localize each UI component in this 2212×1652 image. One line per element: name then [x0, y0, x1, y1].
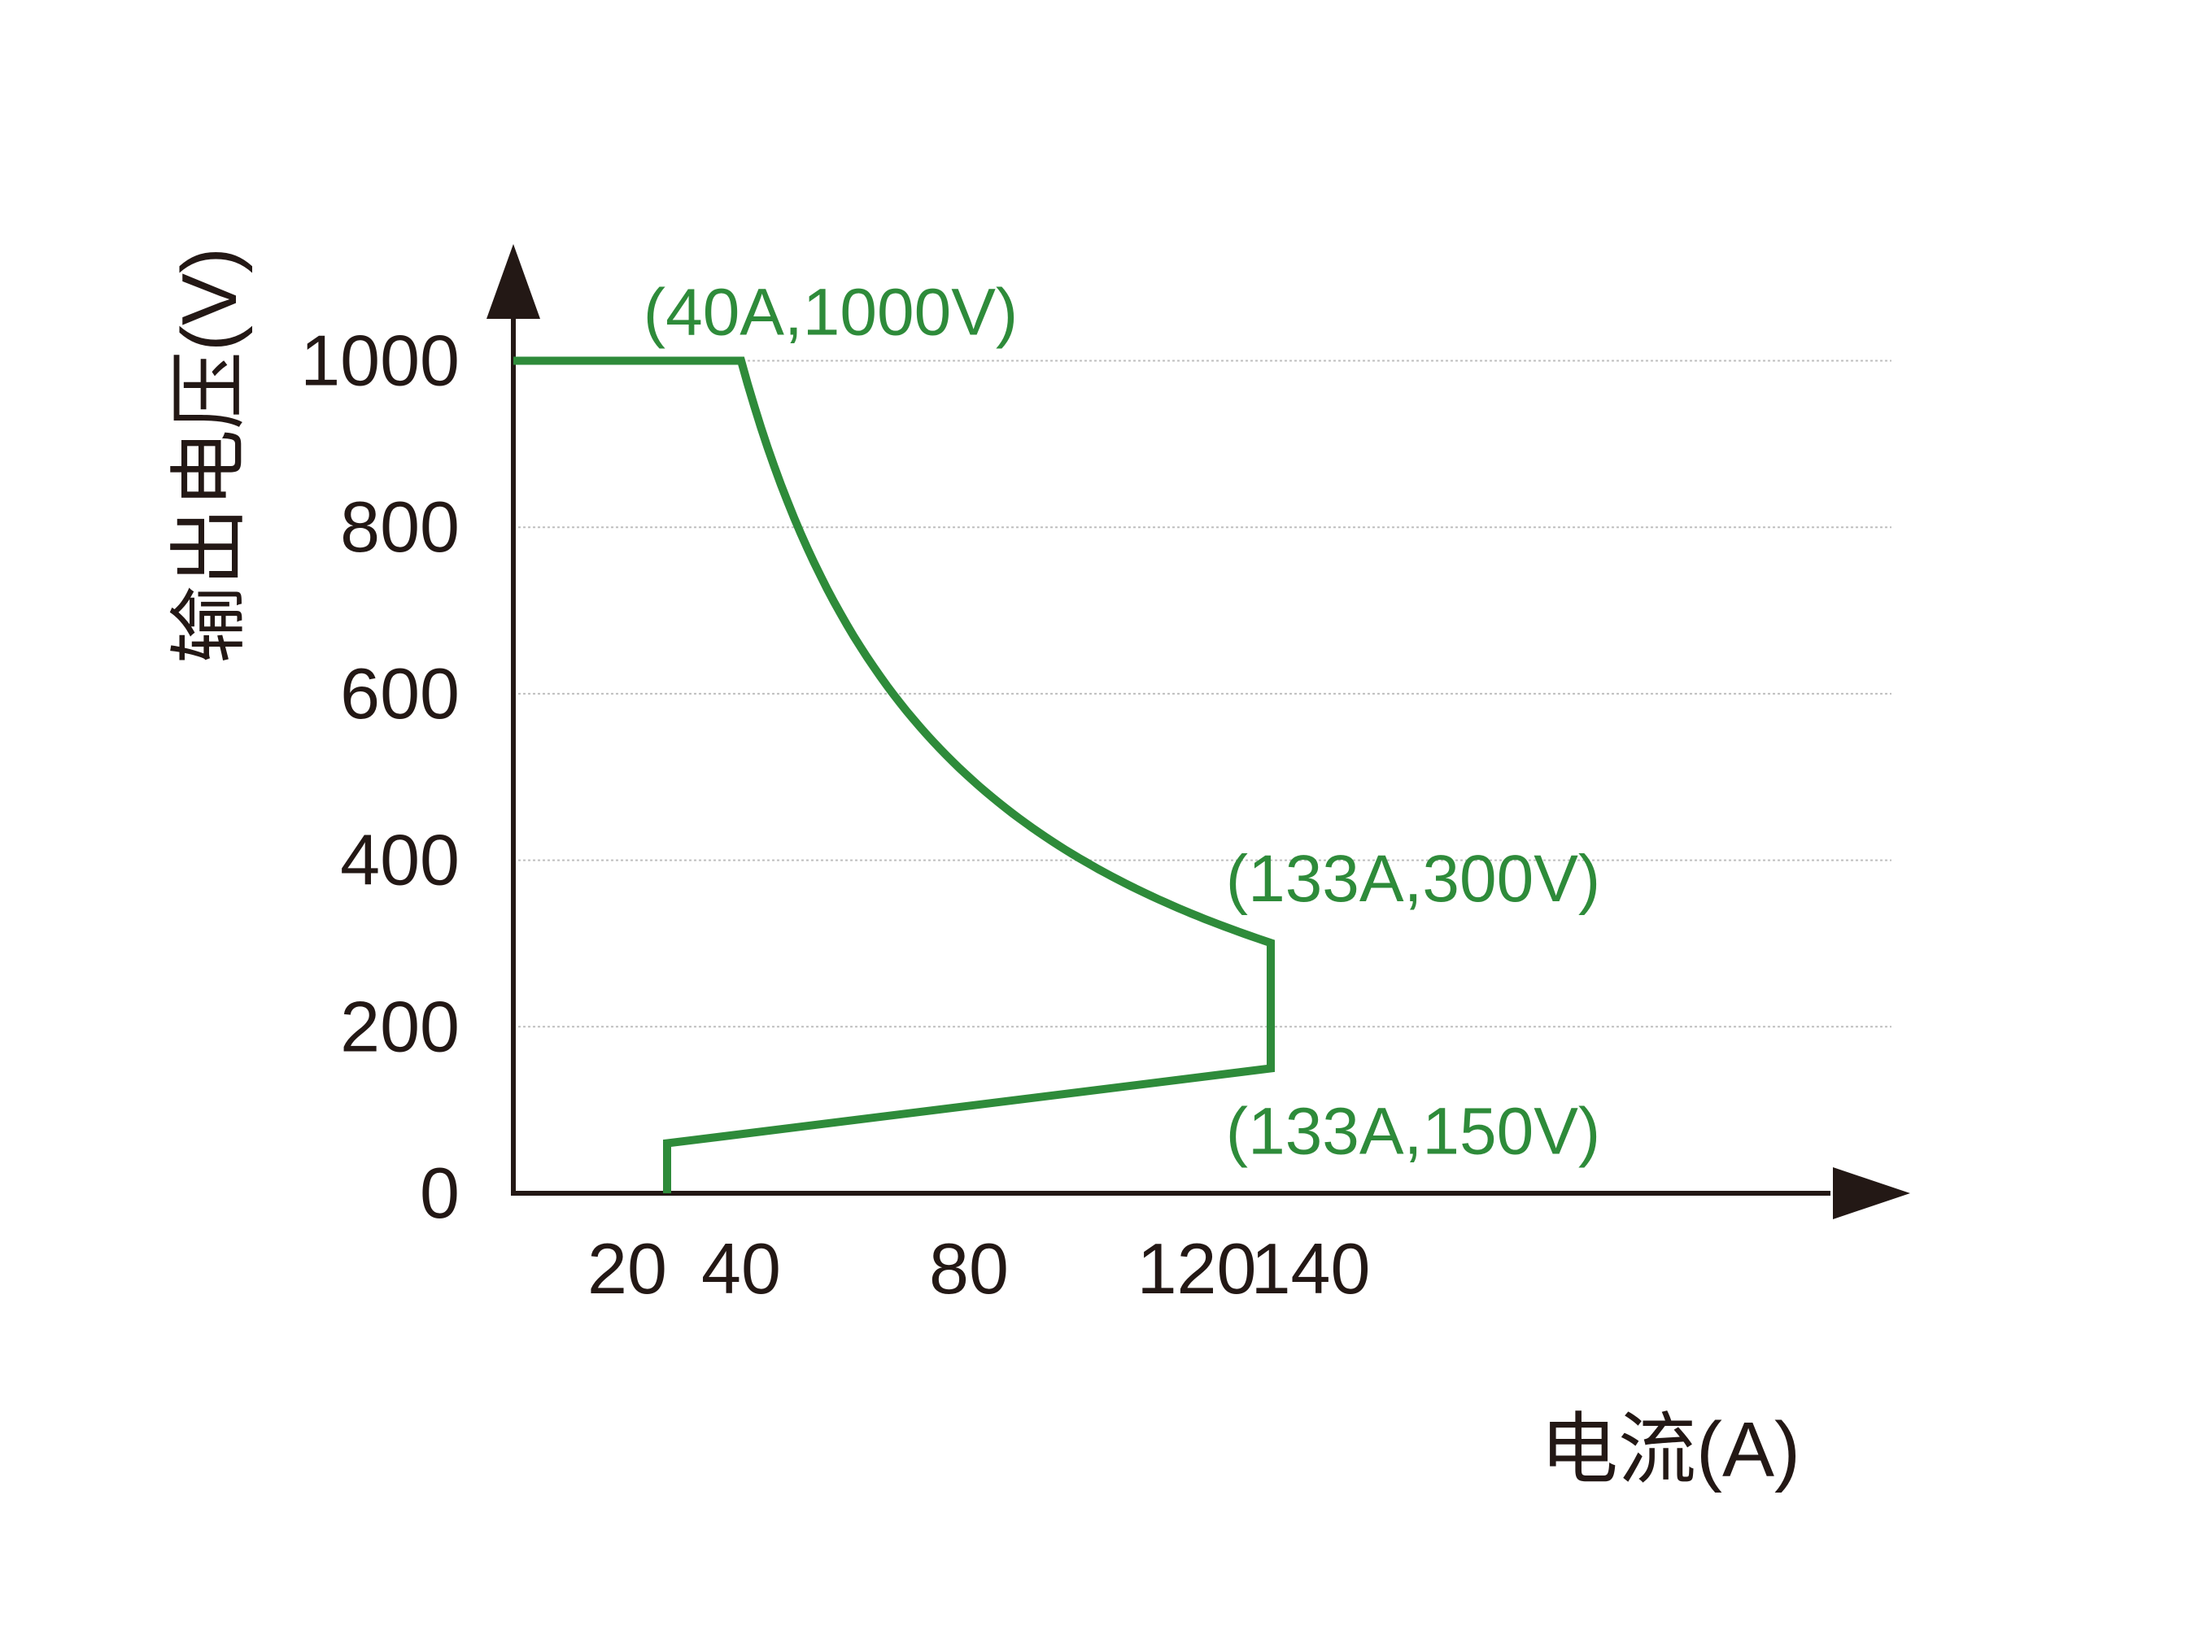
x-tick-label-40: 40 — [701, 1228, 781, 1309]
y-axis-title: 输出电压(V) — [166, 247, 253, 664]
annotation-1: (133A,300V) — [1226, 842, 1600, 916]
y-axis-arrow — [486, 244, 540, 319]
x-axis-arrow — [1833, 1167, 1910, 1219]
series-line — [513, 356, 1275, 1193]
y-tick-label-600: 600 — [340, 653, 460, 734]
x-axis-title: 电流(A) — [1540, 1406, 1800, 1493]
y-tick-label-200: 200 — [340, 986, 460, 1066]
y-tick-label-1000: 1000 — [300, 320, 460, 401]
y-tick-label-0: 0 — [420, 1153, 460, 1233]
annotations: (40A,1000V) (133A,300V) (133A,150V) — [644, 276, 1600, 1169]
grid-lines — [513, 360, 1891, 1028]
y-tick-label-400: 400 — [340, 820, 460, 900]
y-tick-labels: 0 200 400 600 800 1000 — [300, 320, 460, 1234]
annotation-2: (133A,150V) — [1226, 1094, 1600, 1168]
y-tick-label-800: 800 — [340, 486, 460, 567]
x-tick-label-80: 80 — [929, 1228, 1009, 1309]
x-tick-label-140: 140 — [1251, 1228, 1371, 1309]
x-tick-label-20: 20 — [587, 1228, 667, 1309]
x-tick-label-120: 120 — [1137, 1228, 1257, 1309]
annotation-0: (40A,1000V) — [644, 276, 1018, 350]
axes — [486, 244, 1910, 1219]
